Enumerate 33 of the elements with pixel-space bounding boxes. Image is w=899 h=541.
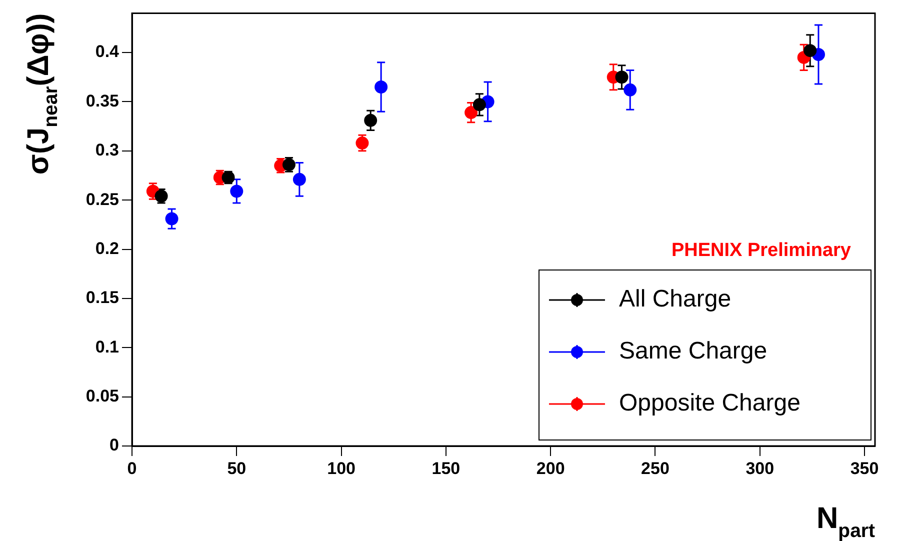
annotation: PHENIX Preliminary: [671, 240, 852, 261]
legend-label: Same Charge: [619, 338, 768, 365]
y-axis-title: σ(Jnear(Δφ)): [22, 13, 62, 175]
y-tick-label: 0.4: [95, 42, 120, 62]
point: [464, 106, 478, 120]
y-tick-label: 0.05: [86, 386, 119, 406]
y-tick-label: 0.3: [95, 140, 119, 160]
x-tick-label: 250: [641, 458, 670, 478]
x-tick-label: 150: [432, 458, 460, 478]
point: [364, 114, 378, 127]
y-tick-label: 0.25: [86, 190, 119, 209]
legend-label: Opposite Charge: [619, 390, 800, 417]
legend-label: All Charge: [619, 286, 732, 313]
x-tick-label: 50: [227, 458, 246, 478]
y-tick-label: 0.1: [95, 337, 119, 356]
point: [374, 80, 388, 94]
point: [356, 136, 369, 150]
y-tick-label: 0.35: [86, 91, 119, 110]
point: [615, 70, 628, 84]
point: [624, 83, 637, 96]
x-tick-label: 0: [127, 458, 137, 478]
point: [472, 98, 486, 112]
y-tick-label: 0.2: [95, 238, 119, 258]
point: [804, 44, 817, 58]
point: [292, 172, 306, 186]
x-tick-label: 300: [746, 458, 774, 478]
x-tick-label: 200: [536, 458, 565, 478]
x-tick-label: 100: [327, 458, 356, 478]
x-tick-label: 350: [850, 458, 879, 478]
point: [230, 184, 244, 198]
y-tick-label: 0.15: [86, 288, 119, 308]
y-tick-label: 0: [110, 436, 119, 455]
point: [165, 212, 178, 226]
